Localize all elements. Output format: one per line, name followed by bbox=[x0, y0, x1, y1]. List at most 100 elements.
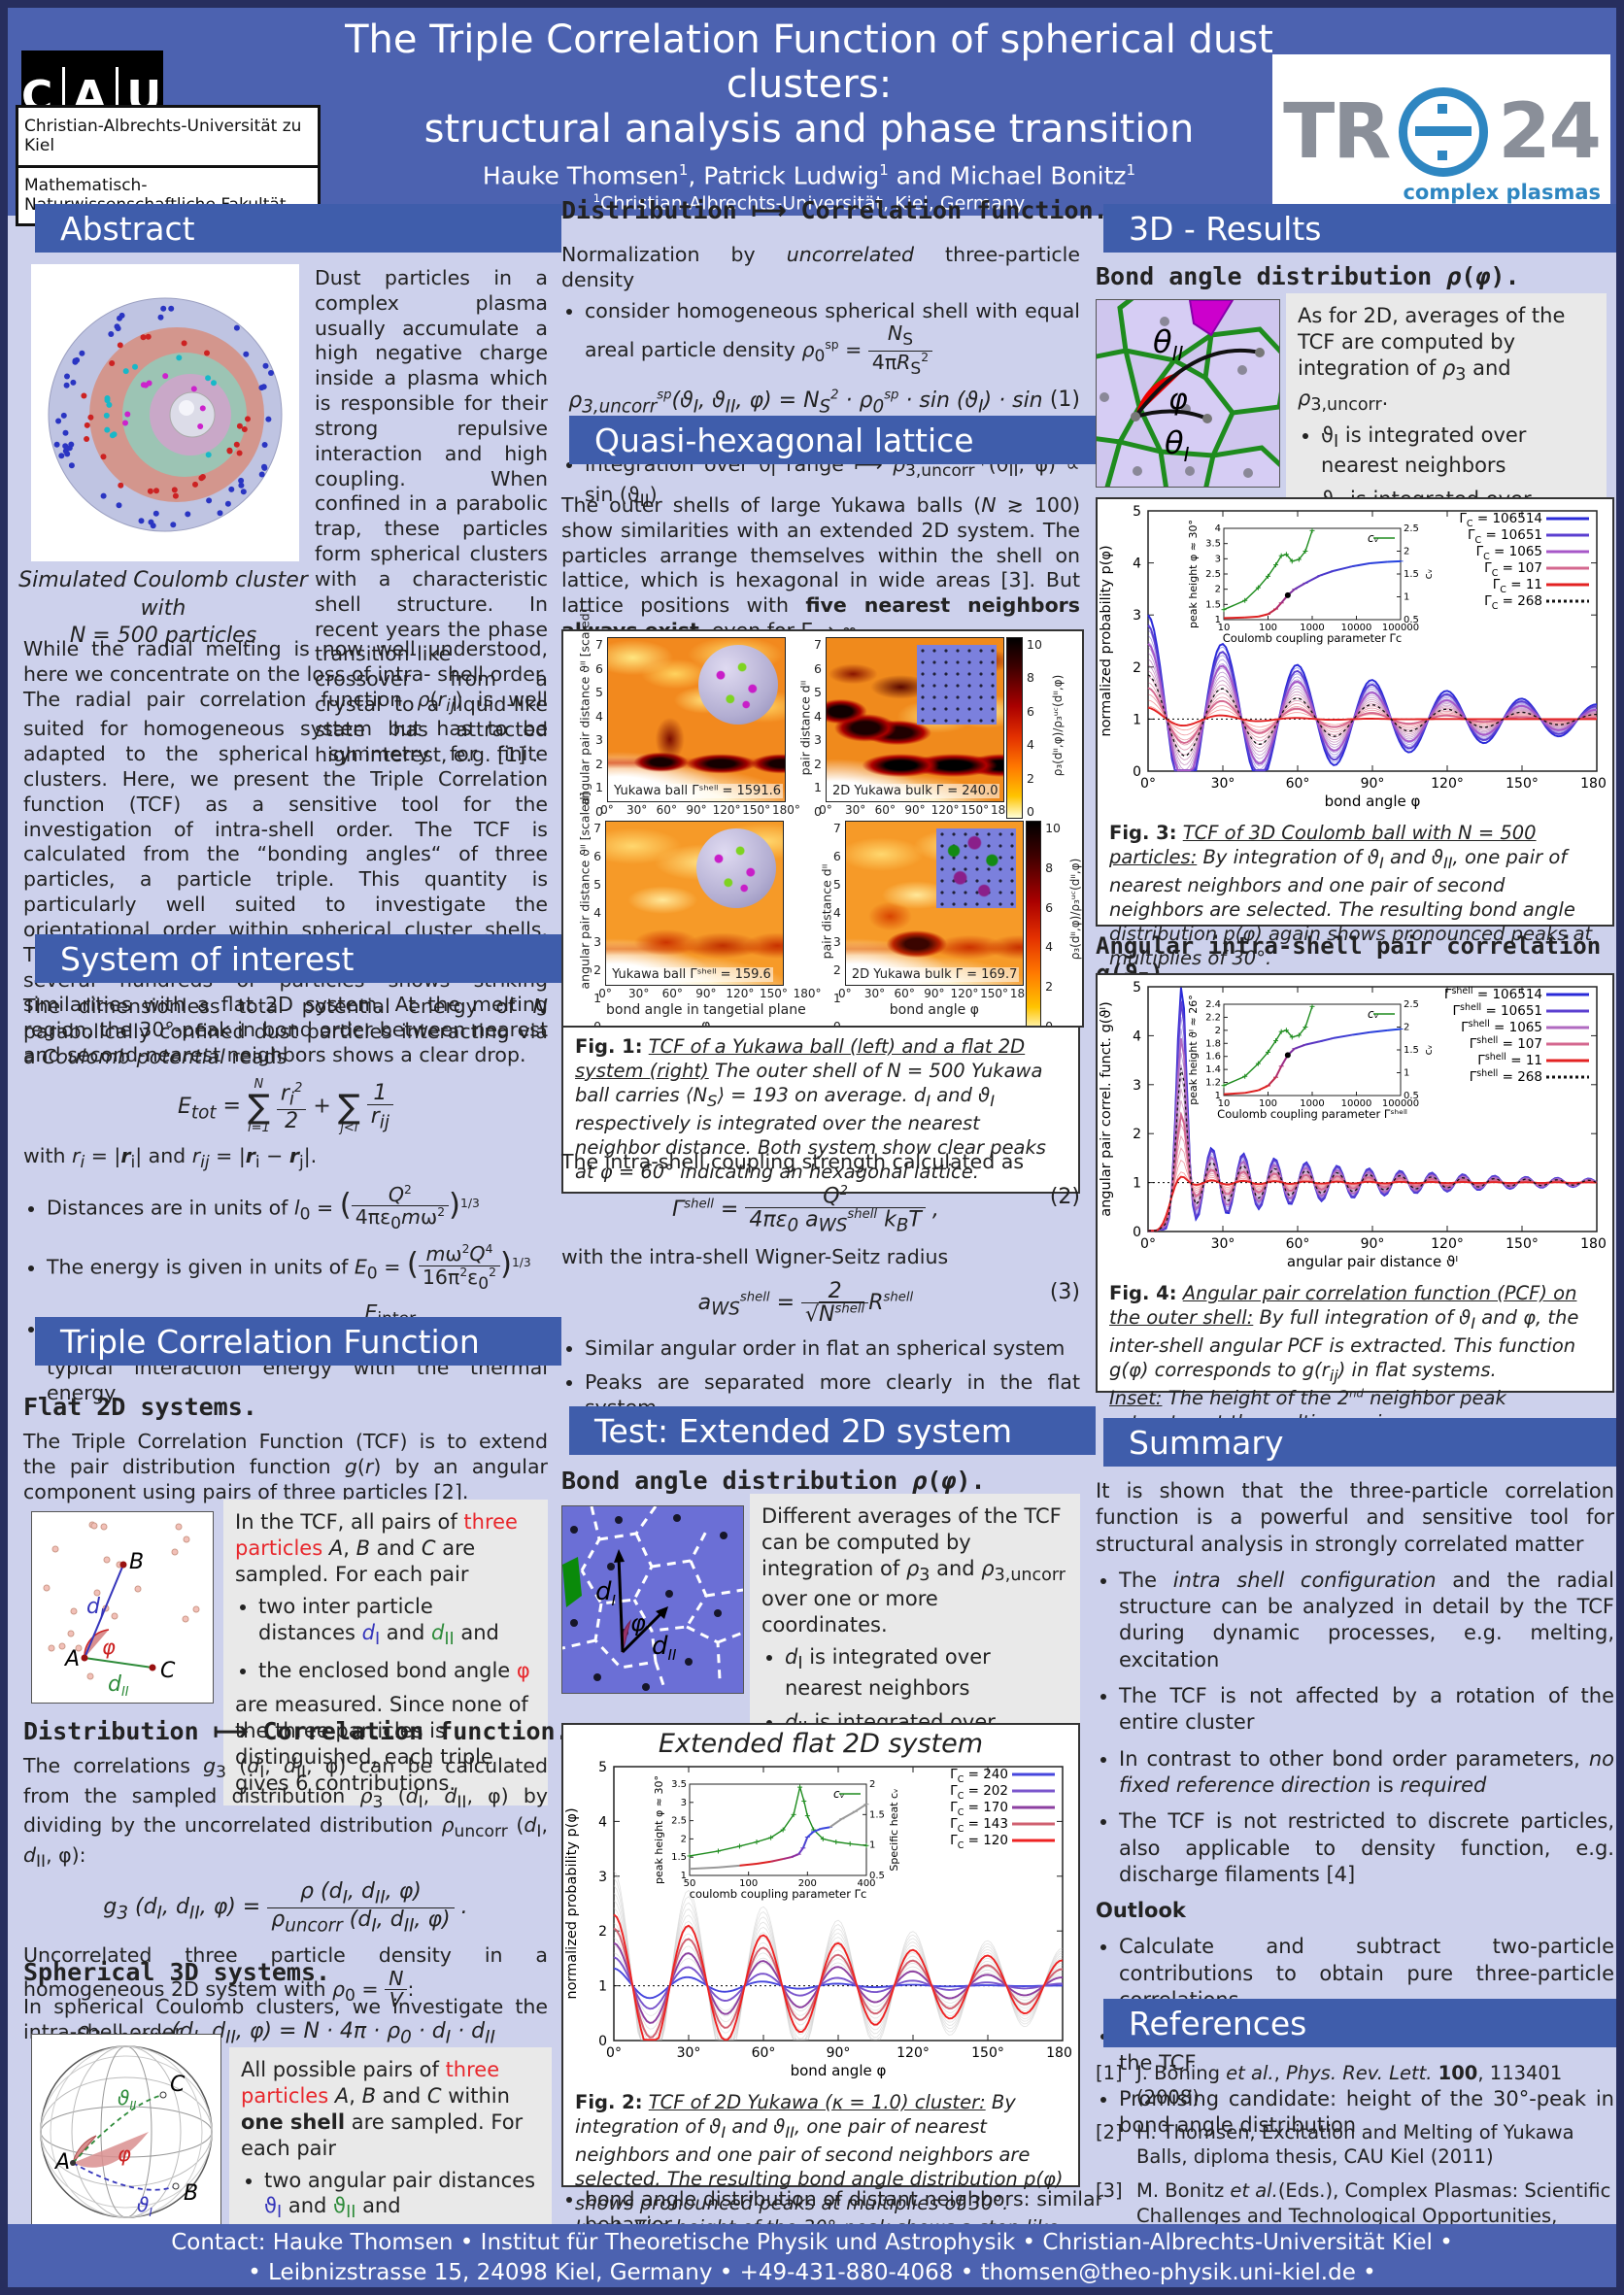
section-triple-correlation-function: Triple Correlation Function bbox=[35, 1317, 561, 1366]
svg-text:400: 400 bbox=[857, 1878, 875, 1889]
svg-text:3: 3 bbox=[681, 1798, 687, 1808]
equation-2: (2) Γshell = Q2 4πε0 aWSshell kBT , bbox=[671, 1183, 1080, 1236]
svg-text:100: 100 bbox=[739, 1878, 758, 1889]
bond-angle-heading-2d: Bond angle distribution ρ(φ). bbox=[561, 1467, 986, 1495]
svg-text:1.8: 1.8 bbox=[1205, 1038, 1221, 1049]
svg-text:0.5: 0.5 bbox=[1404, 1091, 1419, 1101]
svg-text:φ: φ bbox=[102, 1636, 116, 1659]
svg-text:ΓC = 268: ΓC = 268 bbox=[1484, 593, 1542, 612]
svg-text:A: A bbox=[53, 2150, 70, 2175]
section-3d-results: 3D - Results bbox=[1103, 204, 1616, 253]
svg-text:3: 3 bbox=[1133, 1078, 1141, 1094]
system-intro: The dimensionless total potential energy… bbox=[23, 995, 548, 1068]
svg-text:0.5: 0.5 bbox=[1404, 615, 1419, 625]
system-with: with ri = |ri| and rij = |ri − rj|. bbox=[23, 1144, 318, 1173]
system-bullet-1: Distances are in units of l0 = (Q24πε0mω… bbox=[47, 1184, 548, 1233]
tr24-tr: TR bbox=[1283, 88, 1391, 176]
section-references: References bbox=[1103, 1999, 1616, 2047]
svg-text:A: A bbox=[63, 1647, 80, 1671]
svg-text:Coulomb coupling parameter Γˢʰ: Coulomb coupling parameter Γˢʰᵉˡˡ bbox=[1217, 1107, 1407, 1121]
svg-text:2: 2 bbox=[1215, 585, 1221, 595]
flat-2d-heading: Flat 2D systems. bbox=[23, 1393, 257, 1421]
svg-text:2.5: 2.5 bbox=[1404, 523, 1419, 534]
svg-text:ΓC = 202: ΓC = 202 bbox=[950, 1783, 1008, 1802]
equation-g3: g3 (dI, dII, φ) = ρ (dI, dII, φ) ρuncorr … bbox=[103, 1879, 468, 1937]
svg-text:φ: φ bbox=[630, 1609, 646, 1637]
svg-text:10000: 10000 bbox=[1341, 1098, 1372, 1109]
svg-text:1.5: 1.5 bbox=[869, 1809, 885, 1820]
svg-text:4: 4 bbox=[598, 1814, 607, 1830]
svg-text:100000: 100000 bbox=[1382, 623, 1419, 633]
svg-text:2.5: 2.5 bbox=[1404, 999, 1419, 1010]
svg-text:cᵥ: cᵥ bbox=[1422, 1045, 1435, 1056]
affiliation: 1Christian-Albrechts-Universität, Kiel, … bbox=[592, 191, 1026, 215]
svg-text:normalized probability p(φ): normalized probability p(φ) bbox=[564, 1807, 580, 1999]
svg-text:1: 1 bbox=[681, 1871, 687, 1881]
svg-text:120°: 120° bbox=[1431, 776, 1464, 792]
fig1-xticks: 0° 30° 60° 90° 120° 150° 180° bbox=[600, 803, 800, 817]
tr24-number: 24 bbox=[1498, 88, 1602, 176]
svg-text:2.4: 2.4 bbox=[1205, 999, 1221, 1010]
svg-text:angular pair correl. funct. g: angular pair correl. funct. g(ϑᴵ) bbox=[1099, 1001, 1114, 1217]
fig1-heatmap-yukawa-crystal: Yukawa ball Γˢʰᵉˡˡ = 1591.6 bbox=[607, 637, 786, 802]
fig1-heatmap-yukawa-melted: Yukawa ball Γˢʰᵉˡˡ = 159.6 bbox=[605, 821, 785, 986]
svg-text:ϑI: ϑI bbox=[137, 2193, 152, 2219]
section-system-of-interest: System of interest bbox=[35, 934, 561, 983]
equation-total-energy: Etot = N ∑ i=1 ri2 2 + ∑ j<i 1 rij bbox=[23, 1078, 548, 1134]
svg-text:peak height φ ≈ 30°: peak height φ ≈ 30° bbox=[653, 1775, 665, 1884]
svg-text:1: 1 bbox=[1133, 1176, 1141, 1192]
svg-text:60°: 60° bbox=[1286, 1236, 1310, 1252]
section-quasi-hexagonal-lattice: Quasi-hexagonal lattice bbox=[569, 416, 1096, 464]
svg-text:1.4: 1.4 bbox=[1205, 1064, 1221, 1075]
svg-text:Γshell = 1065: Γshell = 1065 bbox=[1461, 1019, 1542, 1035]
svg-text:1: 1 bbox=[1404, 592, 1409, 603]
svg-text:180°: 180° bbox=[1046, 2045, 1072, 2061]
svg-text:1.5: 1.5 bbox=[1404, 1045, 1419, 1056]
quasi-hex-text: The outer shells of large Yukawa balls (… bbox=[561, 493, 1080, 642]
svg-text:50: 50 bbox=[684, 1878, 696, 1889]
tcf-2d-diagram: B A C dI φ dII bbox=[31, 1511, 214, 1704]
svg-text:φ: φ bbox=[1168, 383, 1188, 417]
svg-text:2: 2 bbox=[598, 1924, 607, 1940]
dist-mid: Uncorrelated three particle density in a… bbox=[23, 1942, 548, 2012]
fig1-heatmap-2d-crystal: 2D Yukawa bulk Γ = 240.0 bbox=[826, 637, 1004, 802]
yukawa-ball-thumbnail bbox=[696, 828, 777, 908]
svg-text:peak height ϑᴵ ≈ 26°: peak height ϑᴵ ≈ 26° bbox=[1187, 995, 1200, 1104]
svg-text:Coulomb coupling parameter Γc: Coulomb coupling parameter Γc bbox=[1223, 631, 1402, 645]
dist-corr-heading-middle: Distribution ⟼ Correlation function. bbox=[561, 196, 1108, 224]
svg-text:3: 3 bbox=[598, 1870, 607, 1885]
svg-text:1: 1 bbox=[598, 1979, 607, 1995]
divider bbox=[116, 67, 119, 125]
3d-hexagon-diagram: θII φ θI bbox=[1096, 299, 1280, 488]
svg-text:ΓC = 1065: ΓC = 1065 bbox=[1476, 544, 1542, 562]
svg-text:180°: 180° bbox=[1580, 776, 1607, 792]
svg-text:150°: 150° bbox=[971, 2045, 1004, 2061]
svg-text:ΓC = 10651: ΓC = 10651 bbox=[1468, 527, 1542, 546]
svg-text:90°: 90° bbox=[827, 2045, 851, 2061]
svg-text:5: 5 bbox=[598, 1760, 607, 1775]
svg-text:C: C bbox=[170, 2073, 186, 2097]
2d-lattice-defects-thumbnail bbox=[935, 828, 1016, 908]
spherical-3d-text: In spherical Coulomb clusters, we invest… bbox=[23, 1995, 548, 2043]
svg-text:1000: 1000 bbox=[1300, 623, 1324, 633]
svg-text:ΓC = 240: ΓC = 240 bbox=[950, 1767, 1008, 1785]
svg-text:2: 2 bbox=[1133, 1127, 1141, 1142]
tcf-2d-note-box: In the TCF, all pairs of three particles… bbox=[223, 1500, 548, 1806]
svg-text:3: 3 bbox=[1215, 554, 1221, 564]
svg-text:100: 100 bbox=[1259, 623, 1277, 633]
fig1-ylabel-2: pair distance dᴵᴵ bbox=[797, 680, 813, 776]
bond-angle-heading-3d: Bond angle distribution ρ(φ). bbox=[1096, 262, 1520, 290]
svg-text:dII: dII bbox=[652, 1632, 677, 1664]
svg-text:0: 0 bbox=[1133, 764, 1141, 780]
svg-text:100000: 100000 bbox=[1382, 1098, 1419, 1109]
coulomb-cluster-image bbox=[31, 264, 299, 561]
svg-text:B: B bbox=[129, 1550, 144, 1574]
figure-1-caption: Fig. 1: TCF of a Yukawa ball (left) and … bbox=[561, 1026, 1080, 1195]
svg-text:1.5: 1.5 bbox=[1205, 599, 1221, 610]
dist-corr-heading-left: Distribution ⟼ Correlation function. bbox=[23, 1717, 570, 1745]
fig1-colorbar-ticks: 10 8 6 4 2 0 bbox=[1027, 637, 1042, 819]
summary-intro: It is shown that the three-particle corr… bbox=[1096, 1479, 1614, 1556]
svg-text:0°: 0° bbox=[1140, 1236, 1156, 1252]
normalization-bullet-1: consider homogeneous spherical shell wit… bbox=[585, 299, 1080, 379]
